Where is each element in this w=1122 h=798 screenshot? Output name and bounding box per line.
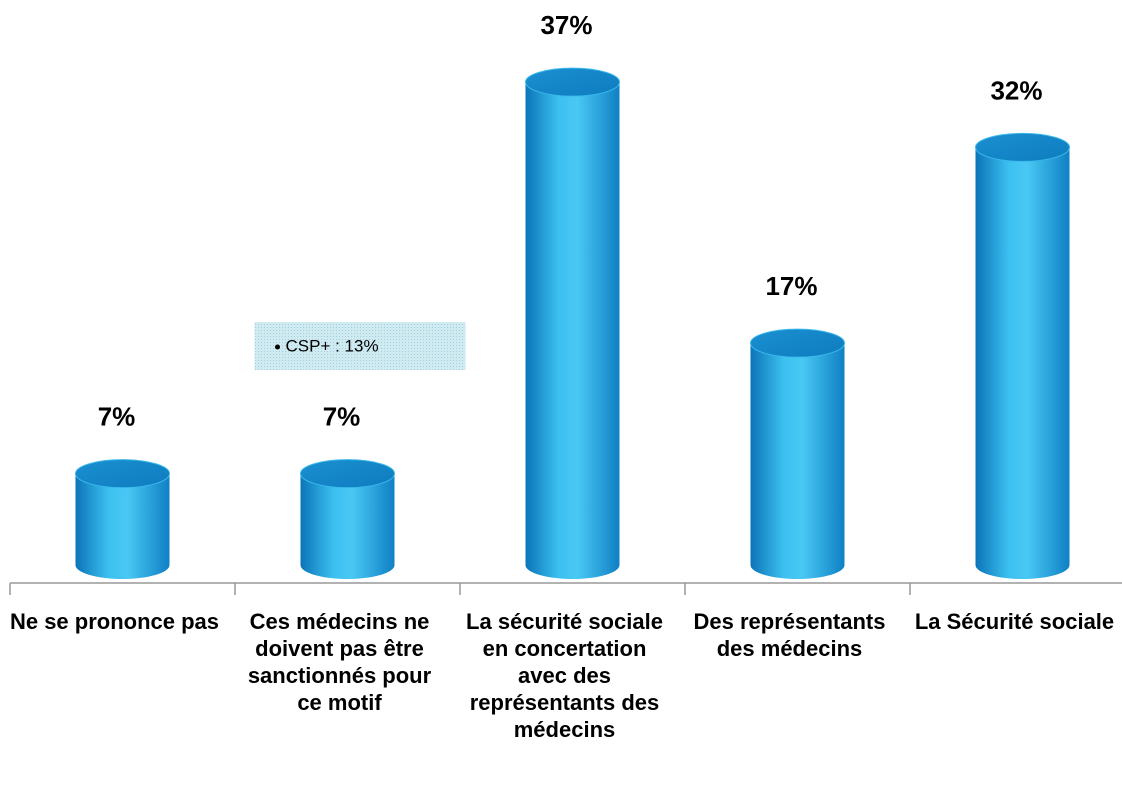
bar (750, 328, 845, 579)
bar-body (525, 82, 620, 580)
bar-body (300, 473, 395, 579)
bar (525, 67, 620, 580)
x-tick-label: La Sécurité sociale (914, 609, 1115, 634)
bar-body (75, 473, 170, 579)
bar-top (525, 67, 620, 97)
x-tick-label: Ces médecins ne doivent pas être sanctio… (247, 609, 432, 715)
x-tick-label: La sécurité sociale en concertation avec… (466, 609, 663, 742)
bar-top (750, 328, 845, 358)
bar-top (75, 459, 170, 489)
bar-top (975, 132, 1070, 162)
annotation-box (254, 322, 466, 370)
value-label: 7% (98, 402, 136, 432)
x-tick-label: Des représentants des médecins (693, 609, 886, 661)
bar (75, 459, 170, 579)
annotation-bullet (275, 344, 280, 350)
value-label: 7% (323, 402, 361, 432)
bar-top (300, 459, 395, 489)
annotation: CSP+ : 13% (286, 336, 379, 355)
value-label: 17% (765, 271, 817, 301)
bar-body (975, 147, 1070, 579)
x-tick-label: Ne se prononce pas (9, 609, 220, 634)
bar (300, 459, 395, 579)
value-label: 32% (990, 75, 1042, 105)
bar (975, 132, 1070, 579)
bar-body (750, 343, 845, 579)
value-label: 37% (540, 10, 592, 40)
